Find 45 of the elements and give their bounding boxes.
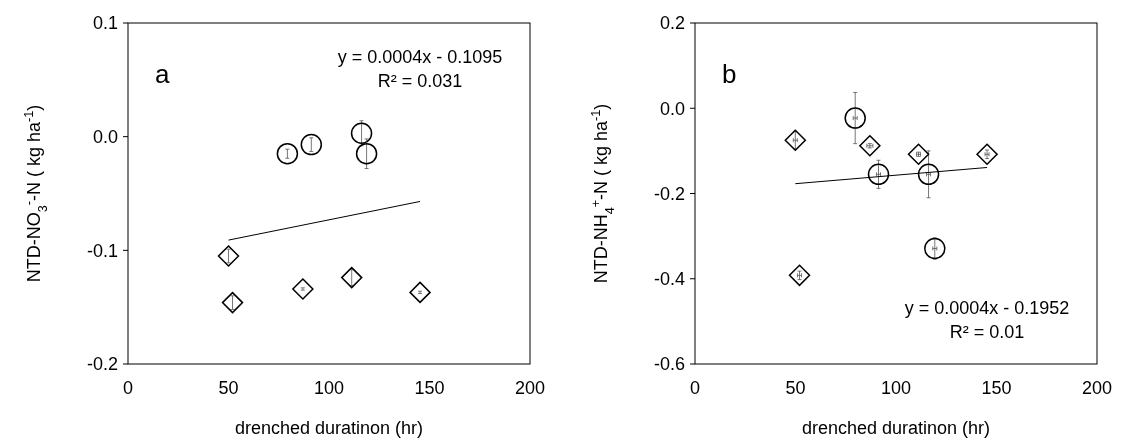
x-axis-title: drenched duratinon (hr)	[801, 418, 991, 438]
point	[844, 107, 866, 129]
point	[350, 122, 373, 145]
annotation: b	[722, 59, 737, 89]
x-tick-label: 0	[122, 378, 134, 398]
point	[276, 142, 299, 165]
x-tick-label: 150	[981, 378, 1012, 398]
x-tick-label: 50	[218, 378, 239, 398]
point	[217, 245, 240, 267]
y-tick-label: -0.1	[86, 240, 118, 261]
y-tick-label: 0.0	[659, 98, 685, 119]
x-tick-label: 200	[514, 378, 546, 398]
annotation: R² = 0.031	[377, 71, 463, 91]
x-axis-title: drenched duratinon (hr)	[234, 418, 424, 438]
point	[355, 142, 378, 165]
annotation: R² = 0.01	[949, 322, 1025, 342]
x-tick-label: 100	[313, 378, 345, 398]
point	[867, 163, 890, 186]
point	[340, 266, 363, 289]
point	[924, 237, 946, 260]
y-tick-label: 0.0	[92, 126, 118, 147]
point	[907, 143, 930, 166]
x-tick-label: 0	[689, 378, 701, 398]
point	[292, 278, 314, 300]
point	[300, 133, 323, 156]
point	[976, 143, 998, 166]
y-tick-label: -0.6	[653, 354, 685, 375]
x-tick-label: 200	[1081, 378, 1113, 398]
x-tick-label: 50	[785, 378, 806, 398]
annotation: a	[155, 59, 170, 89]
y-tick-label: 0.1	[92, 13, 118, 34]
point	[788, 264, 811, 287]
x-tick-label: 150	[414, 378, 445, 398]
point	[221, 291, 244, 314]
annotation: y = 0.0004x - 0.1952	[904, 298, 1070, 318]
point	[784, 129, 807, 151]
annotation: y = 0.0004x - 0.1095	[337, 47, 503, 67]
y-tick-label: -0.2	[86, 354, 118, 375]
point	[917, 163, 940, 186]
point	[859, 135, 881, 157]
x-tick-label: 100	[880, 378, 912, 398]
point	[409, 281, 431, 304]
y-tick-label: 0.2	[659, 13, 685, 34]
y-tick-label: -0.2	[653, 183, 685, 204]
y-tick-label: -0.4	[653, 269, 685, 290]
